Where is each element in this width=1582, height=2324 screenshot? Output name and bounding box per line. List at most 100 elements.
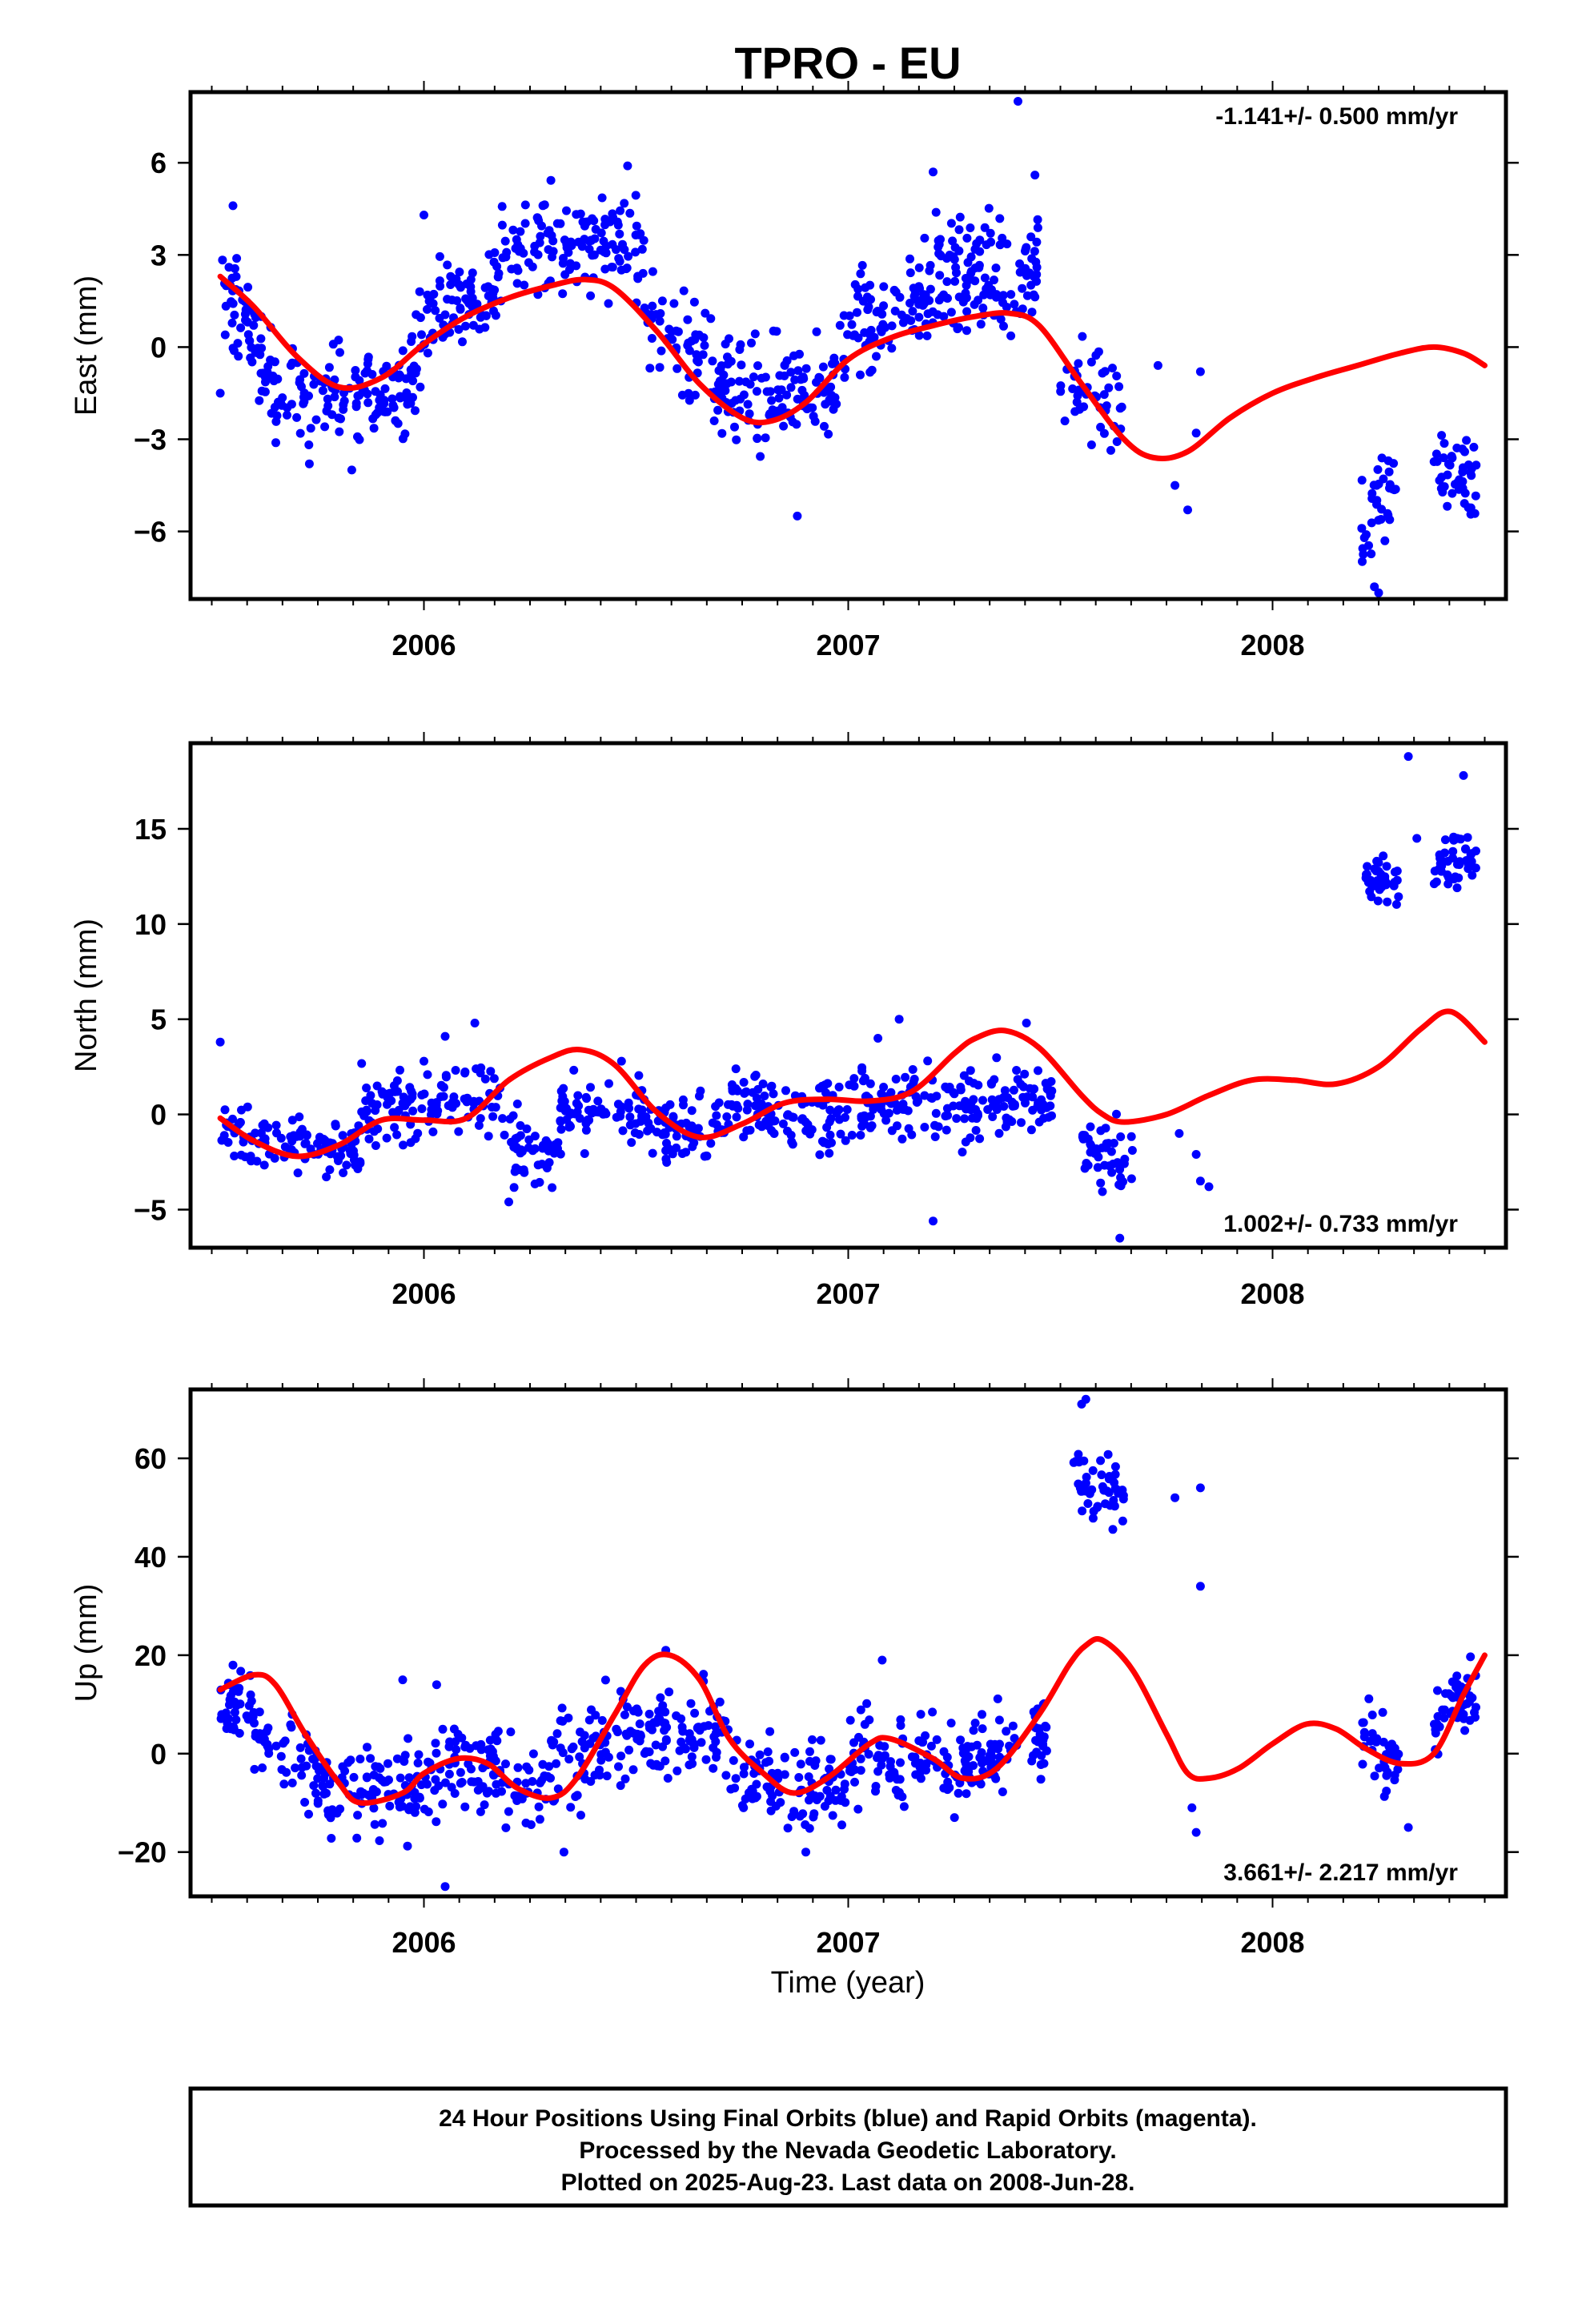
data-point [335,427,344,436]
data-point [339,1168,348,1177]
data-point [513,1763,523,1772]
data-point [999,321,1008,331]
data-point [347,1148,357,1158]
data-point [885,1762,895,1771]
data-point [1447,489,1457,498]
data-point [283,410,291,420]
data-point [631,247,640,257]
data-point [673,364,682,373]
data-point [1015,267,1025,277]
data-point [1018,283,1027,293]
data-point [677,1149,687,1158]
data-point [1367,549,1376,559]
data-point [818,1100,828,1110]
data-point [1472,460,1481,470]
data-point [230,1152,239,1160]
data-point [777,403,787,412]
data-point [355,435,364,444]
data-point [297,1763,307,1772]
data-point [928,1707,938,1717]
data-point [351,372,360,382]
data-point [362,1773,371,1783]
data-point [407,337,416,346]
data-point [651,1740,661,1750]
data-point [896,1758,905,1767]
data-point [655,363,665,372]
data-point [749,372,758,382]
data-point [856,370,865,380]
data-point [468,268,477,278]
data-point [564,1713,573,1723]
data-point [520,219,530,228]
data-point [871,1782,881,1791]
data-point [311,415,321,424]
data-point [557,1703,567,1713]
data-point [797,1114,807,1124]
data-point [1358,544,1367,553]
data-point [739,1803,749,1812]
data-point [914,331,924,340]
data-point [880,1751,889,1760]
data-point [634,1071,644,1080]
data-point [549,1737,559,1747]
data-point [556,219,565,228]
data-point [898,318,908,328]
data-point [956,1735,966,1745]
data-point [958,1743,968,1753]
data-point [1374,516,1383,525]
data-point [1091,351,1101,360]
data-point [640,1749,649,1758]
data-point [745,1125,755,1135]
data-point [536,231,545,241]
data-point [1096,1178,1106,1188]
data-point [489,1074,499,1084]
data-point [920,1123,930,1132]
data-point [353,1811,363,1820]
data-point [482,1788,492,1798]
data-point [877,1655,887,1665]
data-point [783,1111,792,1120]
data-point [950,1813,959,1823]
data-point [454,279,464,289]
data-point [750,329,760,339]
data-point [371,387,380,396]
data-point [887,344,897,353]
data-point [700,340,709,350]
data-point [867,365,877,375]
data-point [652,310,661,320]
data-point [849,331,858,340]
data-point [615,229,624,239]
data-point [536,1778,545,1787]
data-point [1098,1187,1107,1196]
data-point [1079,1456,1089,1466]
data-point [726,356,736,366]
plot-frame [188,741,1508,1250]
data-point [215,1037,225,1047]
data-point [692,350,701,360]
data-point [857,260,867,270]
data-point [573,1091,583,1100]
data-point [1468,870,1477,880]
data-point [461,321,470,331]
data-point [218,255,227,265]
data-point [558,289,568,299]
data-point [1431,449,1441,459]
data-point [665,324,674,334]
data-point [533,250,543,259]
data-point [853,292,862,301]
data-point [276,1751,286,1761]
data-point [522,1762,532,1771]
data-point [357,1107,367,1116]
data-point [1115,1233,1125,1243]
data-point [624,1104,634,1113]
data-point [512,1796,522,1805]
data-point [622,1731,632,1740]
data-point [1078,1134,1088,1144]
data-point [460,1068,470,1078]
data-point [891,287,901,297]
data-point [962,307,972,316]
data-point [1363,862,1372,871]
data-point [230,1707,239,1717]
data-point [781,1086,790,1096]
data-point [966,252,976,262]
